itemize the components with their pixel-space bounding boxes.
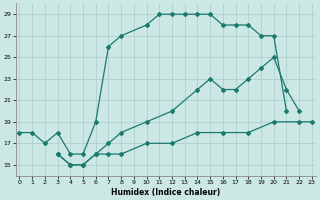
X-axis label: Humidex (Indice chaleur): Humidex (Indice chaleur) [111,188,220,197]
